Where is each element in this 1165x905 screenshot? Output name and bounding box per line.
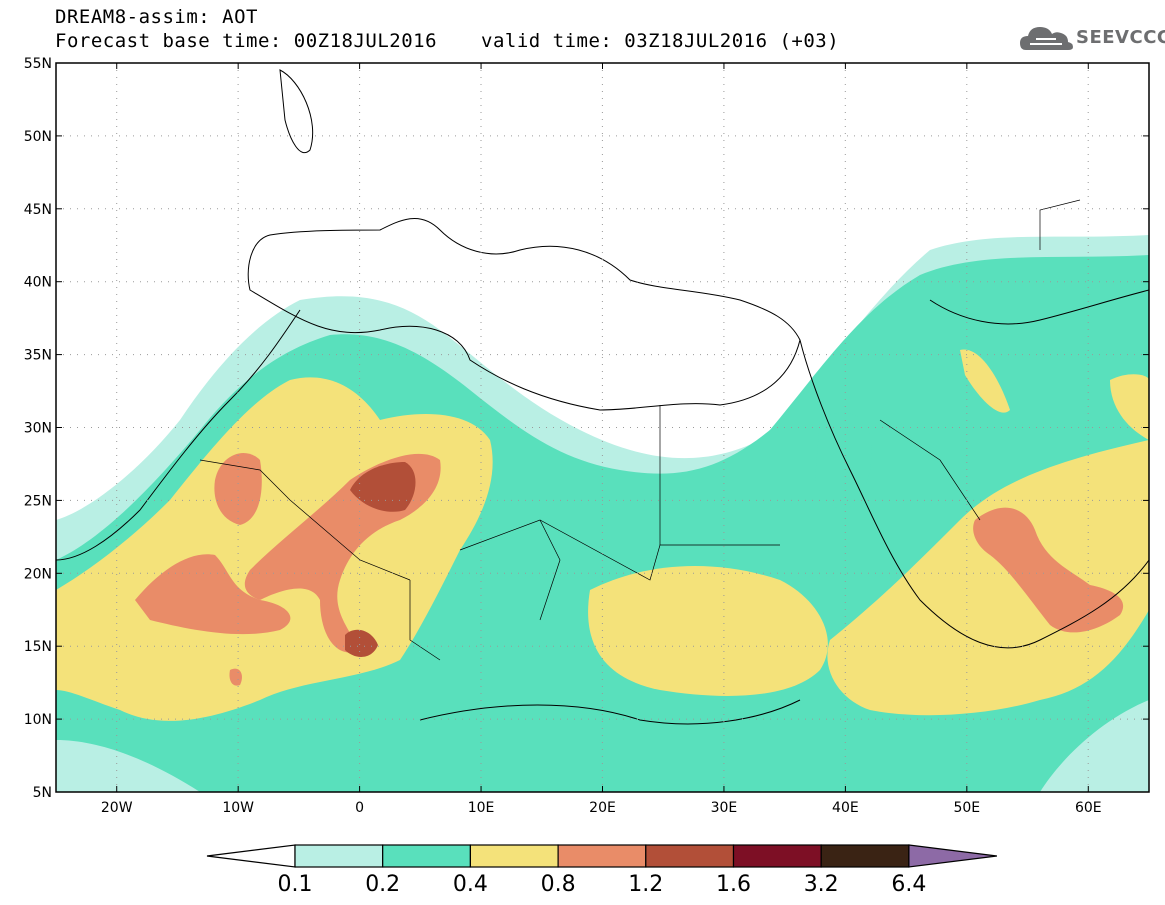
lon-label: 10E xyxy=(468,800,495,816)
colorbar-box xyxy=(645,844,735,868)
lat-label: 5N xyxy=(33,785,52,801)
lat-label: 40N xyxy=(24,275,52,291)
lat-lon-grid xyxy=(56,63,1149,792)
lon-label: 30E xyxy=(711,800,738,816)
aot-level-1-2 xyxy=(345,462,416,657)
forecast-base-time: Forecast base time: 00Z18JUL2016 xyxy=(55,30,438,52)
lat-label: 35N xyxy=(24,348,52,364)
lat-label: 30N xyxy=(24,421,52,437)
lat-label: 50N xyxy=(24,129,52,145)
lat-label: 15N xyxy=(24,639,52,655)
colorbar-high-triangle xyxy=(908,844,997,868)
lon-label: 0 xyxy=(355,800,364,816)
colorbar-box xyxy=(382,844,472,868)
colorbar-box xyxy=(732,844,822,868)
aot-field xyxy=(56,63,1149,792)
colorbar-label: 1.6 xyxy=(716,872,751,897)
colorbar-label: 0.1 xyxy=(278,872,313,897)
colorbar-box xyxy=(469,844,559,868)
colorbar-box xyxy=(820,844,910,868)
colorbar-box xyxy=(557,844,647,868)
lon-label: 10W xyxy=(222,800,254,816)
lon-axis: 20W 10W 0 10E 20E 30E 40E 50E 60E xyxy=(101,63,1102,816)
colorbar: 0.1 0.2 0.4 0.8 1.2 1.6 3.2 6.4 xyxy=(206,844,997,897)
lat-label: 20N xyxy=(24,566,52,582)
colorbar-box xyxy=(294,844,384,868)
lat-label: 25N xyxy=(24,493,52,509)
cloud-icon xyxy=(1020,27,1073,50)
coastlines xyxy=(56,69,1149,725)
colorbar-label: 3.2 xyxy=(804,872,839,897)
lon-label: 60E xyxy=(1075,800,1102,816)
seevccc-logo: SEEVCCC xyxy=(1018,22,1165,56)
colorbar-label: 0.2 xyxy=(365,872,400,897)
colorbar-label: 0.4 xyxy=(453,872,488,897)
valid-time: valid time: 03Z18JUL2016 (+03) xyxy=(481,30,840,52)
logo-text: SEEVCCC xyxy=(1076,27,1165,48)
colorbar-label: 1.2 xyxy=(628,872,663,897)
lon-label: 50E xyxy=(953,800,980,816)
lat-label: 45N xyxy=(24,202,52,218)
lon-label: 20E xyxy=(589,800,616,816)
colorbar-low-triangle xyxy=(206,844,296,868)
lon-label: 40E xyxy=(832,800,859,816)
lat-label: 55N xyxy=(24,56,52,72)
lat-label: 10N xyxy=(24,712,52,728)
lat-axis: 55N 50N 45N 40N 35N 30N 25N 20N 15N 10N 5N xyxy=(24,56,1149,801)
colorbar-label: 0.8 xyxy=(541,872,576,897)
colorbar-label: 6.4 xyxy=(891,872,926,897)
map-title: DREAM8-assim: AOT xyxy=(55,6,258,28)
lon-label: 20W xyxy=(101,800,133,816)
